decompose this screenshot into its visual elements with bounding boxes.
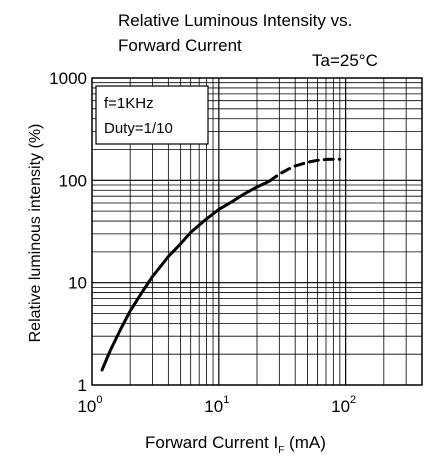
y-axis-label: Relative luminous intensity (%) [27, 124, 44, 343]
legend-line-frequency: f=1KHz [104, 95, 154, 112]
x-tick-label: 101 [204, 394, 229, 416]
x-tick-exponent: 1 [223, 394, 229, 406]
temperature-condition: Ta=25°C [312, 51, 378, 70]
x-tick-base: 10 [204, 397, 223, 416]
x-tick-label: 100 [77, 394, 102, 416]
series-line-solid [100, 179, 271, 372]
x-tick-exponent: 0 [96, 394, 102, 406]
chart-title-line-2: Forward Current [118, 36, 242, 55]
x-axis-label: Forward Current IF (mA) [145, 433, 326, 456]
x-tick-label: 102 [331, 394, 356, 416]
y-tick-label: 1000 [49, 69, 87, 88]
series-line-dashed [267, 157, 342, 183]
y-tick-label: 1 [78, 376, 87, 395]
legend-line-duty: Duty=1/10 [104, 120, 173, 137]
x-axis-label-text: Forward Current I [145, 433, 278, 452]
x-tick-base: 10 [77, 397, 96, 416]
x-axis-label-subscript: F [278, 445, 284, 456]
x-tick-exponent: 2 [350, 394, 356, 406]
chart-title-line-1: Relative Luminous Intensity vs. [118, 11, 352, 30]
y-tick-label: 100 [59, 171, 87, 190]
series-layer [100, 157, 342, 372]
plot-frame [91, 77, 423, 386]
y-tick-label: 10 [68, 274, 87, 293]
x-axis-label-unit: (mA) [284, 433, 326, 452]
x-tick-base: 10 [331, 397, 350, 416]
legend-box [95, 85, 209, 145]
